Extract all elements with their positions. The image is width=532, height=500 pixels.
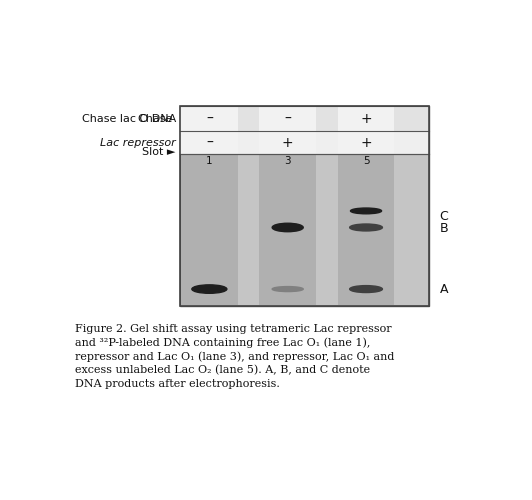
- Text: Figure 2. Gel shift assay using tetrameric Lac repressor
and ³²P-labeled DNA con: Figure 2. Gel shift assay using tetramer…: [74, 324, 394, 388]
- Text: Chase: Chase: [138, 114, 176, 124]
- FancyBboxPatch shape: [338, 106, 394, 306]
- FancyBboxPatch shape: [260, 131, 316, 154]
- Text: +: +: [360, 112, 372, 126]
- Text: –: –: [284, 112, 291, 126]
- FancyBboxPatch shape: [180, 131, 429, 154]
- Text: 1: 1: [206, 156, 213, 166]
- Text: +: +: [282, 136, 294, 150]
- FancyBboxPatch shape: [180, 106, 429, 131]
- FancyBboxPatch shape: [260, 106, 316, 131]
- FancyBboxPatch shape: [338, 131, 394, 154]
- Ellipse shape: [272, 286, 303, 292]
- Text: Slot ►: Slot ►: [143, 148, 176, 158]
- Ellipse shape: [192, 285, 227, 294]
- Ellipse shape: [350, 286, 383, 292]
- Ellipse shape: [272, 223, 303, 232]
- FancyBboxPatch shape: [181, 106, 238, 131]
- Text: A: A: [439, 282, 448, 296]
- Text: +: +: [360, 136, 372, 150]
- FancyBboxPatch shape: [181, 131, 238, 154]
- Text: Lac repressor: Lac repressor: [100, 138, 176, 148]
- Ellipse shape: [350, 224, 383, 231]
- FancyBboxPatch shape: [181, 106, 238, 306]
- Text: –: –: [206, 136, 213, 150]
- Ellipse shape: [351, 208, 381, 214]
- Text: Chase lac O DNA: Chase lac O DNA: [81, 114, 176, 124]
- FancyBboxPatch shape: [338, 106, 394, 131]
- FancyBboxPatch shape: [180, 106, 429, 306]
- FancyBboxPatch shape: [260, 106, 316, 306]
- Text: 3: 3: [285, 156, 291, 166]
- Text: B: B: [439, 222, 448, 234]
- Text: –: –: [206, 112, 213, 126]
- Text: 5: 5: [363, 156, 369, 166]
- Text: C: C: [439, 210, 448, 223]
